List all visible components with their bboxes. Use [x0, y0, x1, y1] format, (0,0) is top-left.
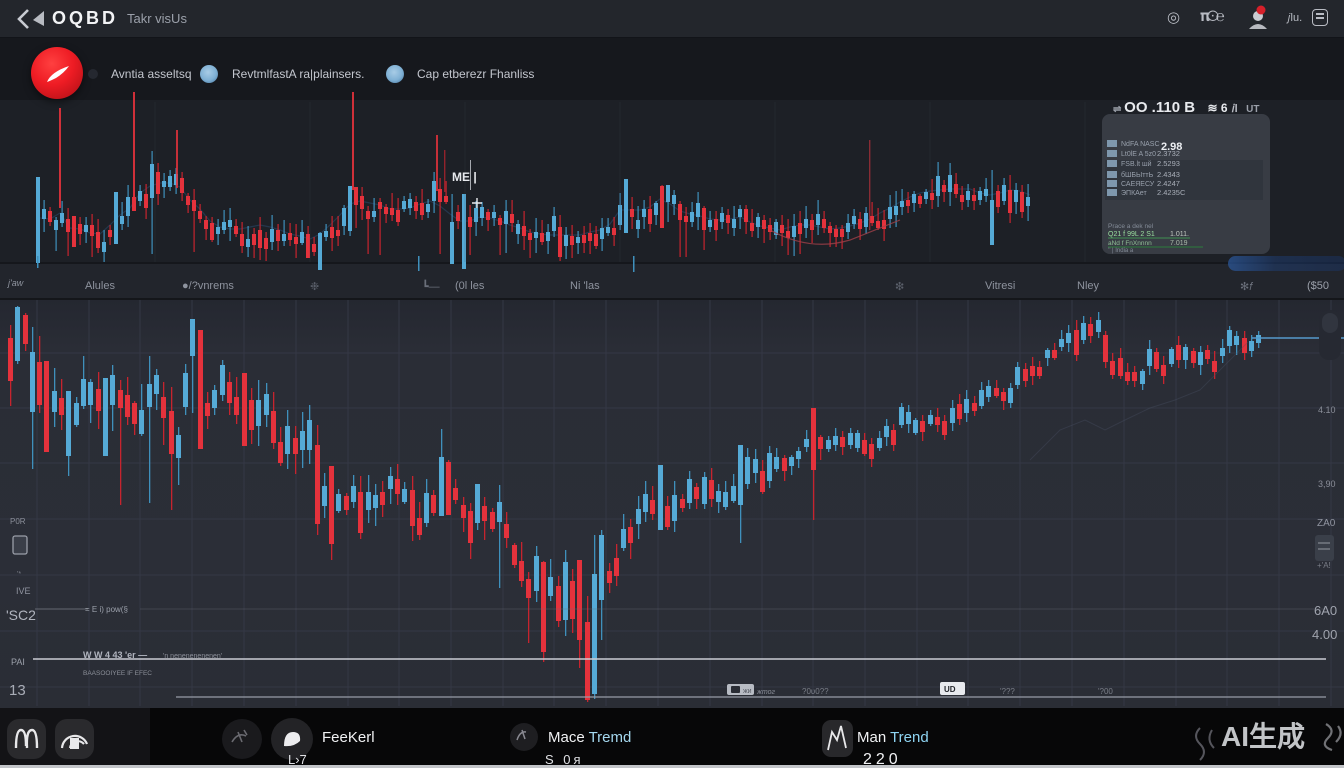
svg-text:AI生成: AI生成	[1221, 721, 1305, 752]
svg-text:Mace Tremd: Mace Tremd	[548, 729, 631, 746]
svg-text:FeeKerl: FeeKerl	[322, 729, 375, 746]
svg-text:L›7: L›7	[288, 752, 307, 767]
svg-text:S 0я: S 0я	[545, 752, 584, 767]
svg-text:Man Trend: Man Trend	[857, 729, 929, 746]
svg-text:220: 220	[863, 751, 902, 768]
